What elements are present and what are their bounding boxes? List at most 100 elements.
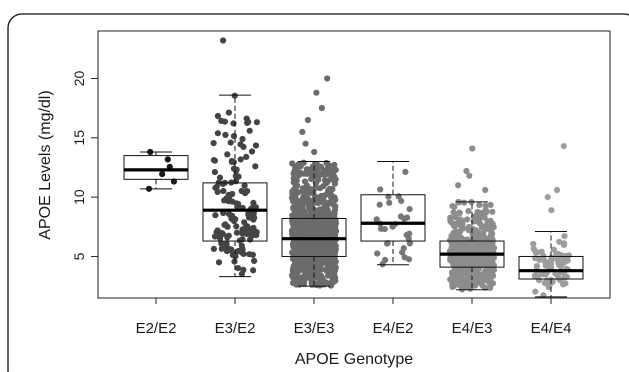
data-point <box>331 231 339 238</box>
data-point <box>251 214 258 221</box>
data-point <box>399 249 406 256</box>
data-point <box>448 232 455 239</box>
data-point <box>232 173 239 180</box>
data-point <box>243 230 250 237</box>
data-point <box>237 156 244 163</box>
data-point <box>238 270 245 277</box>
data-point <box>470 233 477 241</box>
data-point <box>465 243 472 250</box>
data-point <box>250 267 257 274</box>
data-point <box>238 242 245 249</box>
data-point <box>451 255 459 262</box>
data-point <box>221 221 228 228</box>
x-axis: E2/E2 E3/E2 E3/E3 E4/E2 E4/E3 E4/E4 <box>136 298 572 337</box>
data-point <box>253 119 260 126</box>
data-point <box>330 211 337 218</box>
x-tick-label: E4/E4 <box>531 320 572 337</box>
outlier-point <box>455 182 462 189</box>
data-point <box>217 235 224 242</box>
data-point <box>373 216 380 223</box>
data-point <box>312 195 319 202</box>
data-point <box>289 190 296 197</box>
data-point <box>530 240 537 248</box>
y-tick-label: 10 <box>71 189 87 205</box>
data-point <box>481 214 488 221</box>
data-point <box>222 245 229 252</box>
x-tick-label: E3/E2 <box>215 320 256 337</box>
data-point <box>238 187 245 195</box>
data-point <box>233 200 240 207</box>
data-point <box>294 260 301 267</box>
data-point <box>321 177 329 184</box>
data-point <box>230 120 237 127</box>
data-point <box>230 133 238 140</box>
data-point <box>239 249 246 256</box>
data-point <box>486 255 493 262</box>
outlier-point <box>220 37 227 44</box>
outlier-point <box>560 143 567 150</box>
data-point <box>457 228 464 236</box>
data-point <box>235 265 242 272</box>
data-point <box>233 229 240 236</box>
y-tick-label: 15 <box>71 130 87 146</box>
data-point <box>312 247 320 254</box>
outlier-point <box>318 105 325 112</box>
data-point <box>244 119 251 126</box>
data-point <box>325 243 332 250</box>
data-point <box>225 191 232 198</box>
x-tick-label: E4/E3 <box>452 320 493 337</box>
data-point <box>455 199 462 206</box>
data-point <box>406 206 413 213</box>
data-point <box>458 279 465 287</box>
data-point <box>246 127 253 134</box>
data-point <box>317 163 325 170</box>
data-point <box>329 254 336 262</box>
box-e4-e4 <box>518 231 584 298</box>
data-point <box>386 199 393 206</box>
data-point <box>253 229 260 236</box>
figure-frame <box>7 13 629 372</box>
data-point <box>565 252 573 259</box>
data-point <box>475 274 482 281</box>
outlier-point <box>299 128 306 135</box>
data-point <box>376 201 383 208</box>
data-point <box>318 249 325 256</box>
data-point <box>332 220 340 227</box>
data-point <box>476 201 483 209</box>
data-point <box>384 240 391 247</box>
data-point <box>303 225 310 232</box>
y-axis-label: APOE Levels (mg/dl) <box>37 90 54 239</box>
data-point <box>248 148 256 155</box>
data-point <box>300 194 307 201</box>
data-point <box>323 159 330 167</box>
data-point <box>314 267 321 274</box>
data-point <box>211 169 218 176</box>
data-point <box>211 233 219 240</box>
data-point <box>332 206 339 213</box>
data-point <box>406 230 413 237</box>
data-point <box>170 178 177 185</box>
x-tick-label: E2/E2 <box>136 320 177 337</box>
data-point <box>218 117 225 124</box>
iqr-box <box>202 182 268 242</box>
data-point <box>252 142 260 149</box>
outlier-point <box>463 167 470 175</box>
data-point <box>312 222 319 229</box>
y-axis: 5 10 15 20 <box>71 70 99 260</box>
outlier-point <box>544 194 551 201</box>
data-point <box>316 282 323 289</box>
data-point <box>296 203 303 210</box>
data-point <box>325 201 332 208</box>
data-point <box>322 171 329 178</box>
data-point <box>461 199 468 206</box>
data-point <box>227 139 234 146</box>
data-point <box>246 214 253 221</box>
data-point <box>317 171 324 178</box>
data-point <box>318 274 325 281</box>
data-point <box>211 157 218 164</box>
data-point <box>489 208 496 215</box>
data-point <box>241 182 248 189</box>
data-point <box>486 279 493 286</box>
data-point <box>290 256 297 263</box>
